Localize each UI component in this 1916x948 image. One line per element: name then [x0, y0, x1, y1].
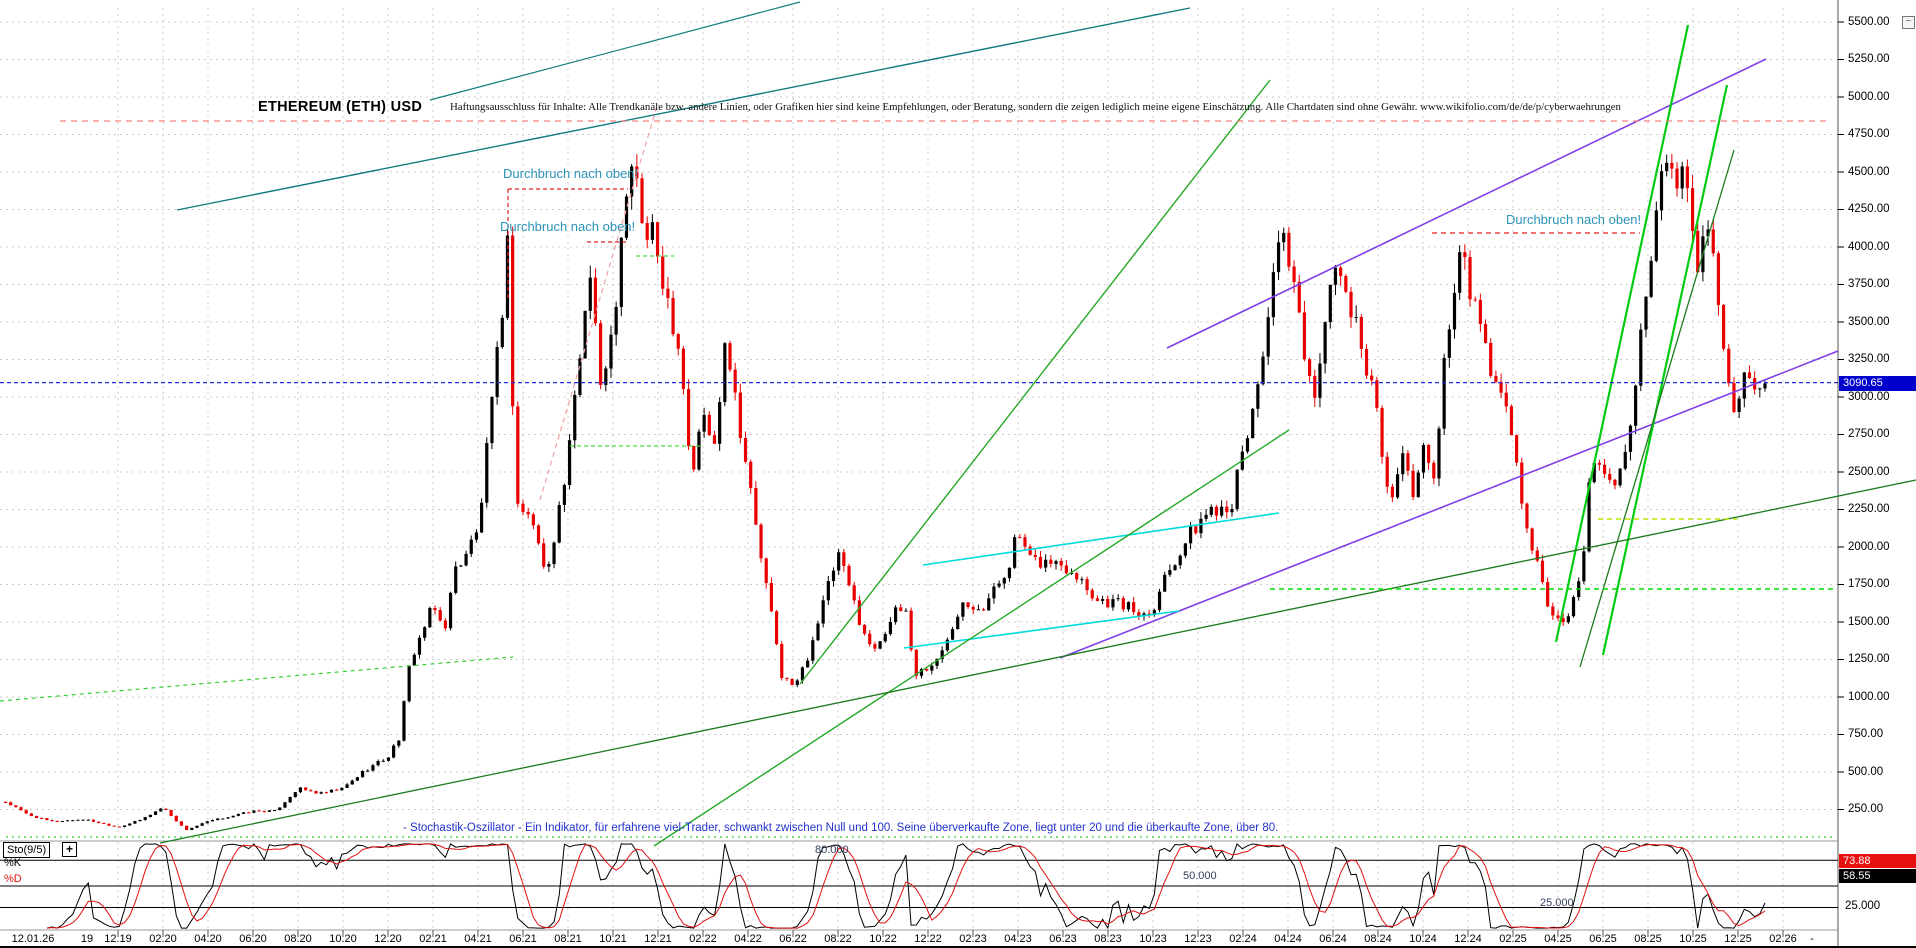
date-tick-label: 10.21 [599, 933, 627, 945]
grid [0, 8, 1838, 930]
price-tick-label: 3250.00 [1848, 353, 1890, 365]
price-tick-label: 1250.00 [1848, 653, 1890, 665]
date-tick-label: 08.21 [554, 933, 582, 945]
price-tick-label: 3750.00 [1848, 278, 1890, 290]
trend-lines [0, 1, 1916, 847]
date-tick-label: 12.19 [104, 933, 132, 945]
sto-level-80-label: 80.000 [815, 844, 849, 856]
price-tick-label: 2000.00 [1848, 540, 1890, 553]
date-tick-label: 08.22 [824, 933, 852, 945]
price-tick-label: 1500.00 [1848, 615, 1890, 628]
price-tick-label: 5500.00 [1848, 15, 1890, 28]
date-tick-label: 06.25 [1589, 933, 1617, 945]
disclaimer-text: Haftungsausschluss für Inhalte: Alle Tre… [450, 101, 1621, 113]
price-tick-label: 2500.00 [1848, 465, 1890, 478]
date-tick-label: 10.24 [1409, 933, 1437, 945]
breakout-annotation-1: Durchbruch nach oben! [503, 166, 639, 181]
price-tick-label: 750.00 [1848, 728, 1884, 740]
price-tick-label: 5250.00 [1848, 53, 1890, 65]
price-tick-label: 4000.00 [1848, 240, 1890, 253]
sto-level-50-label: 50.000 [1183, 870, 1217, 882]
price-tick-label: 3000.00 [1848, 390, 1890, 403]
price-tick-label: 1000.00 [1848, 690, 1890, 703]
date-tick-label: 04.21 [464, 933, 492, 945]
breakout-annotation-2: Durchbruch nach oben! [500, 219, 636, 234]
date-tick-label: 06.20 [239, 933, 267, 945]
date-tick-label: 08.25 [1634, 933, 1662, 945]
date-tick-label: 06.23 [1049, 933, 1077, 945]
date-tick-label: 06.24 [1319, 933, 1347, 945]
date-tick-label: 12.20 [374, 933, 402, 945]
stochastic-k-badge: 58.55 [1839, 869, 1916, 883]
date-tick-label: 02.20 [149, 933, 177, 945]
price-tick-label: 3500.00 [1848, 315, 1890, 328]
date-tick-label: 04.22 [734, 933, 762, 945]
instrument-title: ETHEREUM (ETH) USD [258, 99, 423, 115]
date-tick-label: 19 [80, 933, 94, 945]
date-tick-label: 04.24 [1274, 933, 1302, 945]
stochastic-description: - Stochastik-Oszillator - Ein Indikator,… [403, 822, 1279, 834]
price-tick-label: 4500.00 [1848, 165, 1890, 178]
date-tick-label: 08.20 [284, 933, 312, 945]
date-tick-label: 12.21 [644, 933, 672, 945]
price-tick-label: 2250.00 [1848, 503, 1890, 515]
price-tick-label: 2750.00 [1848, 428, 1890, 440]
price-tick-label: 1750.00 [1848, 578, 1890, 590]
date-tick-label: 10.25 [1679, 933, 1707, 945]
date-tick-label: 12.23 [1184, 933, 1212, 945]
date-tick-label: 02.23 [959, 933, 987, 945]
date-tick-label: 08.23 [1094, 933, 1122, 945]
stochastic-d-badge: 73.88 [1839, 854, 1916, 868]
stochastic-d-label: %D [4, 873, 22, 885]
date-tick-label: 04.20 [194, 933, 222, 945]
date-tick-label: 02.22 [689, 933, 717, 945]
stochastic-indicator-button[interactable]: Sto(9/5) [3, 842, 51, 858]
date-tick-label: 10.20 [329, 933, 357, 945]
date-tick-label: 02.21 [419, 933, 447, 945]
price-tick-label: 250.00 [1848, 803, 1884, 815]
add-indicator-icon[interactable]: + [62, 842, 77, 857]
date-tick-label: 02.26 [1769, 933, 1797, 945]
current-price-badge: 3090.65 [1839, 376, 1916, 391]
date-tick-label: 06.22 [779, 933, 807, 945]
price-tick-label: 4750.00 [1848, 128, 1890, 140]
date-tick-label: 02.25 [1499, 933, 1527, 945]
date-tick-label: 12.01.26 [11, 933, 55, 945]
date-tick-label: 12.24 [1454, 933, 1482, 945]
date-tick-label: 12.22 [914, 933, 942, 945]
date-tick-label: 08.24 [1364, 933, 1392, 945]
date-tick-label: 06.21 [509, 933, 537, 945]
date-tick-label: 10.23 [1139, 933, 1167, 945]
date-tick-label: - [1810, 933, 1814, 945]
sto-axis-25-label: 25.000 [1845, 900, 1881, 912]
price-tick-label: 5000.00 [1848, 90, 1890, 103]
breakout-annotation-3: Durchbruch nach oben! [1506, 212, 1642, 227]
date-tick-label: 02.24 [1229, 933, 1257, 945]
date-tick-label: 04.23 [1004, 933, 1032, 945]
price-tick-label: 500.00 [1848, 765, 1884, 778]
stochastic-oscillator [0, 843, 1838, 930]
price-tick-label: 4250.00 [1848, 203, 1890, 215]
collapse-icon[interactable]: − [1902, 16, 1915, 29]
date-tick-label: 04.25 [1544, 933, 1572, 945]
date-tick-label: 12.25 [1724, 933, 1752, 945]
sto-level-25-label: 25.000 [1540, 897, 1574, 909]
candlesticks [3, 153, 1767, 831]
stochastic-k-label: %K [4, 857, 22, 869]
date-tick-label: 10.22 [869, 933, 897, 945]
